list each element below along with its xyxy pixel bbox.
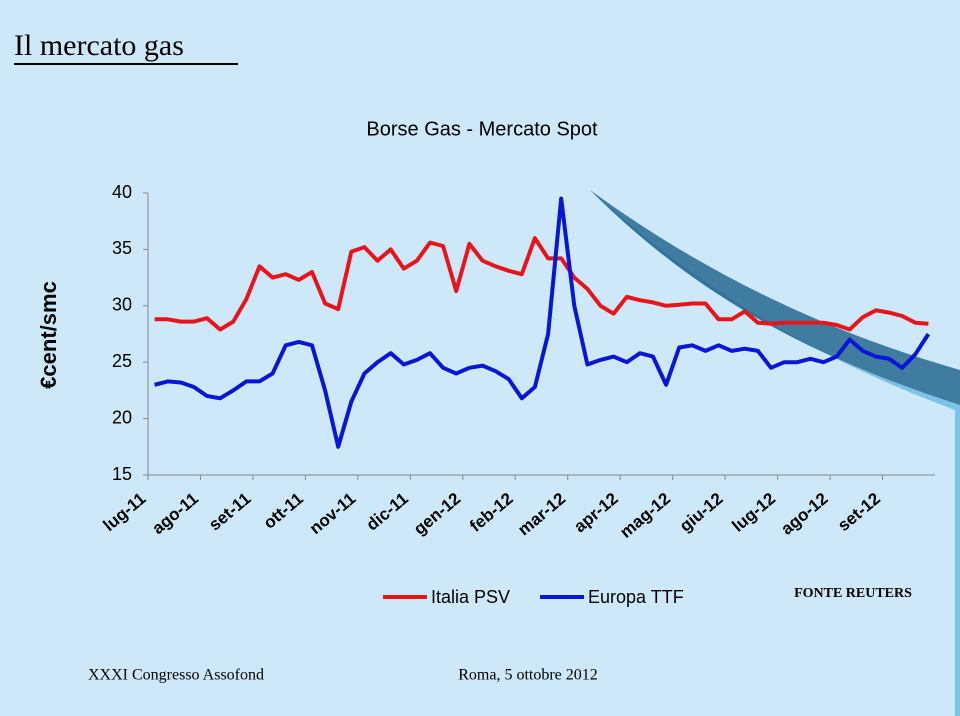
x-tick-label: feb-12 (466, 489, 517, 536)
y-tick-label: 15 (112, 464, 132, 484)
series-line (154, 236, 929, 332)
x-tick-label: mag-12 (616, 489, 674, 542)
x-tick-label: ago-12 (777, 489, 831, 539)
x-tick-label: set-11 (205, 489, 254, 535)
x-tick-label: giu-12 (676, 489, 727, 536)
chart-title: Borse Gas - Mercato Spot (366, 118, 598, 140)
footer-right: Roma, 5 ottobre 2012 (458, 667, 598, 684)
y-tick-label: 30 (112, 295, 132, 315)
x-tick-label: apr-12 (570, 489, 621, 536)
x-tick-label: gen-12 (410, 489, 464, 539)
x-tick-label: lug-11 (100, 489, 150, 535)
x-tick-label: dic-11 (363, 489, 412, 535)
source-note: FONTE REUTERS (794, 586, 912, 601)
y-tick-label: 20 (112, 407, 132, 427)
decor-swoosh-dark (590, 190, 960, 405)
x-tick-label: set-12 (834, 489, 884, 535)
x-tick-label: lug-12 (728, 489, 779, 536)
series-line (154, 196, 931, 449)
footer-left: XXXI Congresso Assofond (88, 667, 264, 684)
x-tick-label: ago-11 (148, 489, 201, 538)
x-tick-label: ott-11 (260, 489, 307, 533)
y-tick-label: 40 (112, 182, 132, 202)
y-tick-label: 35 (112, 238, 132, 258)
y-tick-label: 25 (112, 351, 132, 371)
slide-title: Il mercato gas (14, 29, 184, 62)
x-tick-label: nov-11 (306, 489, 359, 538)
decor-swoosh (590, 190, 960, 716)
legend-label: Italia PSV (431, 587, 510, 607)
y-axis-label: €cent/smc (36, 281, 61, 389)
x-tick-label: mar-12 (514, 489, 569, 539)
legend-label: Europa TTF (588, 587, 684, 607)
